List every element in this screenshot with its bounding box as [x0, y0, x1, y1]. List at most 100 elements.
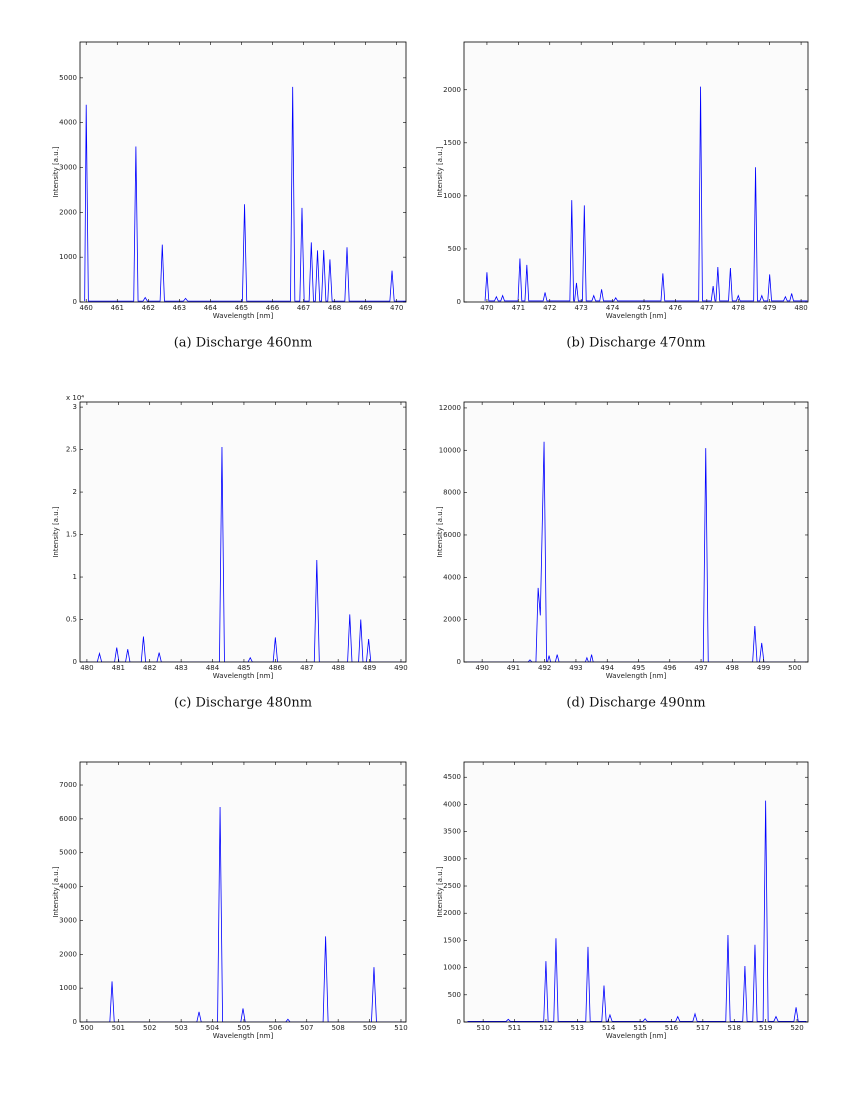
- y-tick-label: 1.5: [66, 531, 77, 539]
- data-layer: [467, 800, 807, 1022]
- x-tick-label: 495: [632, 664, 645, 672]
- x-tick-label: 462: [142, 304, 155, 312]
- subplot: 480 481 482 483 484 485 486 487 488 489 490 0 0.5 1 1.…: [52, 394, 408, 711]
- x-tick-label: 486: [269, 664, 283, 672]
- x-tick-label: 480: [80, 664, 93, 672]
- y-tick-label: 0.5: [66, 616, 77, 624]
- y-tick-label: 0: [73, 658, 77, 666]
- x-tick-label: 498: [726, 664, 739, 672]
- crop-band: [0, 1056, 860, 1096]
- x-tick-label: 508: [331, 1024, 344, 1032]
- plot-area: [464, 402, 808, 662]
- caption: (a) Discharge 460nm: [174, 336, 313, 351]
- x-tick-label: 500: [788, 664, 801, 672]
- y-tick-label: 500: [448, 991, 461, 999]
- x-tick-label: 485: [237, 664, 250, 672]
- x-tick-label: 514: [602, 1024, 616, 1032]
- y-tick-label: 3500: [443, 828, 461, 836]
- data-layer: [484, 86, 808, 302]
- x-tick-label: 488: [331, 664, 344, 672]
- x-tick-label: 469: [359, 304, 372, 312]
- y-axis-label: Intensity [a.u.]: [436, 866, 444, 918]
- x-tick-label: 518: [728, 1024, 741, 1032]
- x-tick-label: 467: [297, 304, 310, 312]
- axes-box: [463, 761, 809, 1023]
- x-tick-label: 472: [543, 304, 556, 312]
- plots: 460 461 462 463 464 465 466 467 468 469 4700100020…: [52, 41, 809, 1071]
- x-tick-label: 489: [363, 664, 376, 672]
- x-tick-label: 476: [669, 304, 683, 312]
- x-tick-label: 475: [637, 304, 650, 312]
- caption: (b) Discharge 470nm: [566, 336, 705, 351]
- x-axis-label: Wavelength [nm]: [213, 672, 274, 680]
- y-tick-label: 6000: [59, 815, 77, 823]
- x-axis-label: Wavelength [nm]: [606, 312, 667, 320]
- y-tick-label: 0: [457, 298, 461, 306]
- spectrum-line: [84, 86, 406, 302]
- x-tick-label: 479: [763, 304, 776, 312]
- x-tick-label: 466: [266, 304, 280, 312]
- plot-area: [464, 42, 808, 302]
- y-tick-label: 2000: [443, 86, 461, 94]
- y-tick-label: 12000: [439, 404, 461, 412]
- x-tick-label: 510: [476, 1024, 489, 1032]
- y-tick-label: 500: [448, 245, 461, 253]
- x-tick-label: 464: [204, 304, 218, 312]
- y-tick-label: 4500: [443, 773, 461, 781]
- x-tick-label: 477: [700, 304, 713, 312]
- y-tick-label: 1: [73, 573, 77, 581]
- y-tick-label: 1000: [443, 964, 461, 972]
- x-tick-label: 510: [394, 1024, 407, 1032]
- x-tick-label: 497: [694, 664, 707, 672]
- y-tick-label: 2.5: [66, 446, 77, 454]
- x-tick-label: 511: [508, 1024, 521, 1032]
- x-tick-label: 512: [539, 1024, 552, 1032]
- plot-area: [80, 762, 406, 1022]
- y-tick-label: 3000: [59, 916, 77, 924]
- axes-box: [463, 41, 809, 303]
- y-tick-label: 2000: [59, 208, 77, 216]
- x-tick-label: 519: [759, 1024, 772, 1032]
- axes-box: [79, 761, 407, 1023]
- subplot: 510 511 512 513 514 515 516 517 518 519 520 0 500 100…: [436, 761, 809, 1071]
- subplot: 500 501 502 503 504 505 506 507 508 509 510 0 1000 20…: [52, 761, 408, 1071]
- y-axis-label: Intensity [a.u.]: [436, 146, 444, 198]
- y-tick-label: 4000: [443, 800, 461, 808]
- spectrum-line: [467, 800, 807, 1022]
- y-tick-label: 3000: [443, 855, 461, 863]
- x-tick-label: 496: [663, 664, 677, 672]
- x-axis-label: Wavelength [nm]: [213, 312, 274, 320]
- x-tick-label: 520: [790, 1024, 803, 1032]
- y-tick-label: 1000: [59, 253, 77, 261]
- x-tick-label: 478: [732, 304, 745, 312]
- y-tick-label: 1000: [59, 984, 77, 992]
- y-tick-label: 2000: [443, 909, 461, 917]
- axes-box: [463, 401, 809, 663]
- caption: (c) Discharge 480nm: [174, 696, 312, 711]
- x-tick-label: 502: [143, 1024, 156, 1032]
- x-tick-label: 470: [390, 304, 403, 312]
- y-tick-label: 3000: [59, 164, 77, 172]
- x-tick-label: 470: [480, 304, 493, 312]
- y-tick-label: 10000: [439, 446, 461, 454]
- x-tick-label: 517: [696, 1024, 709, 1032]
- y-multiplier: x 10⁴: [66, 394, 84, 402]
- axes-box: [79, 41, 407, 303]
- y-tick-label: 2: [73, 488, 77, 496]
- y-tick-label: 5000: [59, 74, 77, 82]
- x-axis-label: Wavelength [nm]: [606, 672, 667, 680]
- y-tick-label: 0: [457, 658, 461, 666]
- x-tick-label: 468: [328, 304, 341, 312]
- x-tick-label: 494: [601, 664, 615, 672]
- x-tick-label: 493: [569, 664, 582, 672]
- y-tick-label: 0: [457, 1018, 461, 1026]
- axes-box: [79, 401, 407, 663]
- y-axis-label: Intensity [a.u.]: [52, 146, 60, 198]
- x-tick-label: 516: [665, 1024, 679, 1032]
- x-tick-label: 506: [269, 1024, 283, 1032]
- x-tick-label: 481: [112, 664, 125, 672]
- x-tick-label: 501: [112, 1024, 125, 1032]
- y-axis-label: Intensity [a.u.]: [436, 506, 444, 558]
- y-tick-label: 0: [73, 298, 77, 306]
